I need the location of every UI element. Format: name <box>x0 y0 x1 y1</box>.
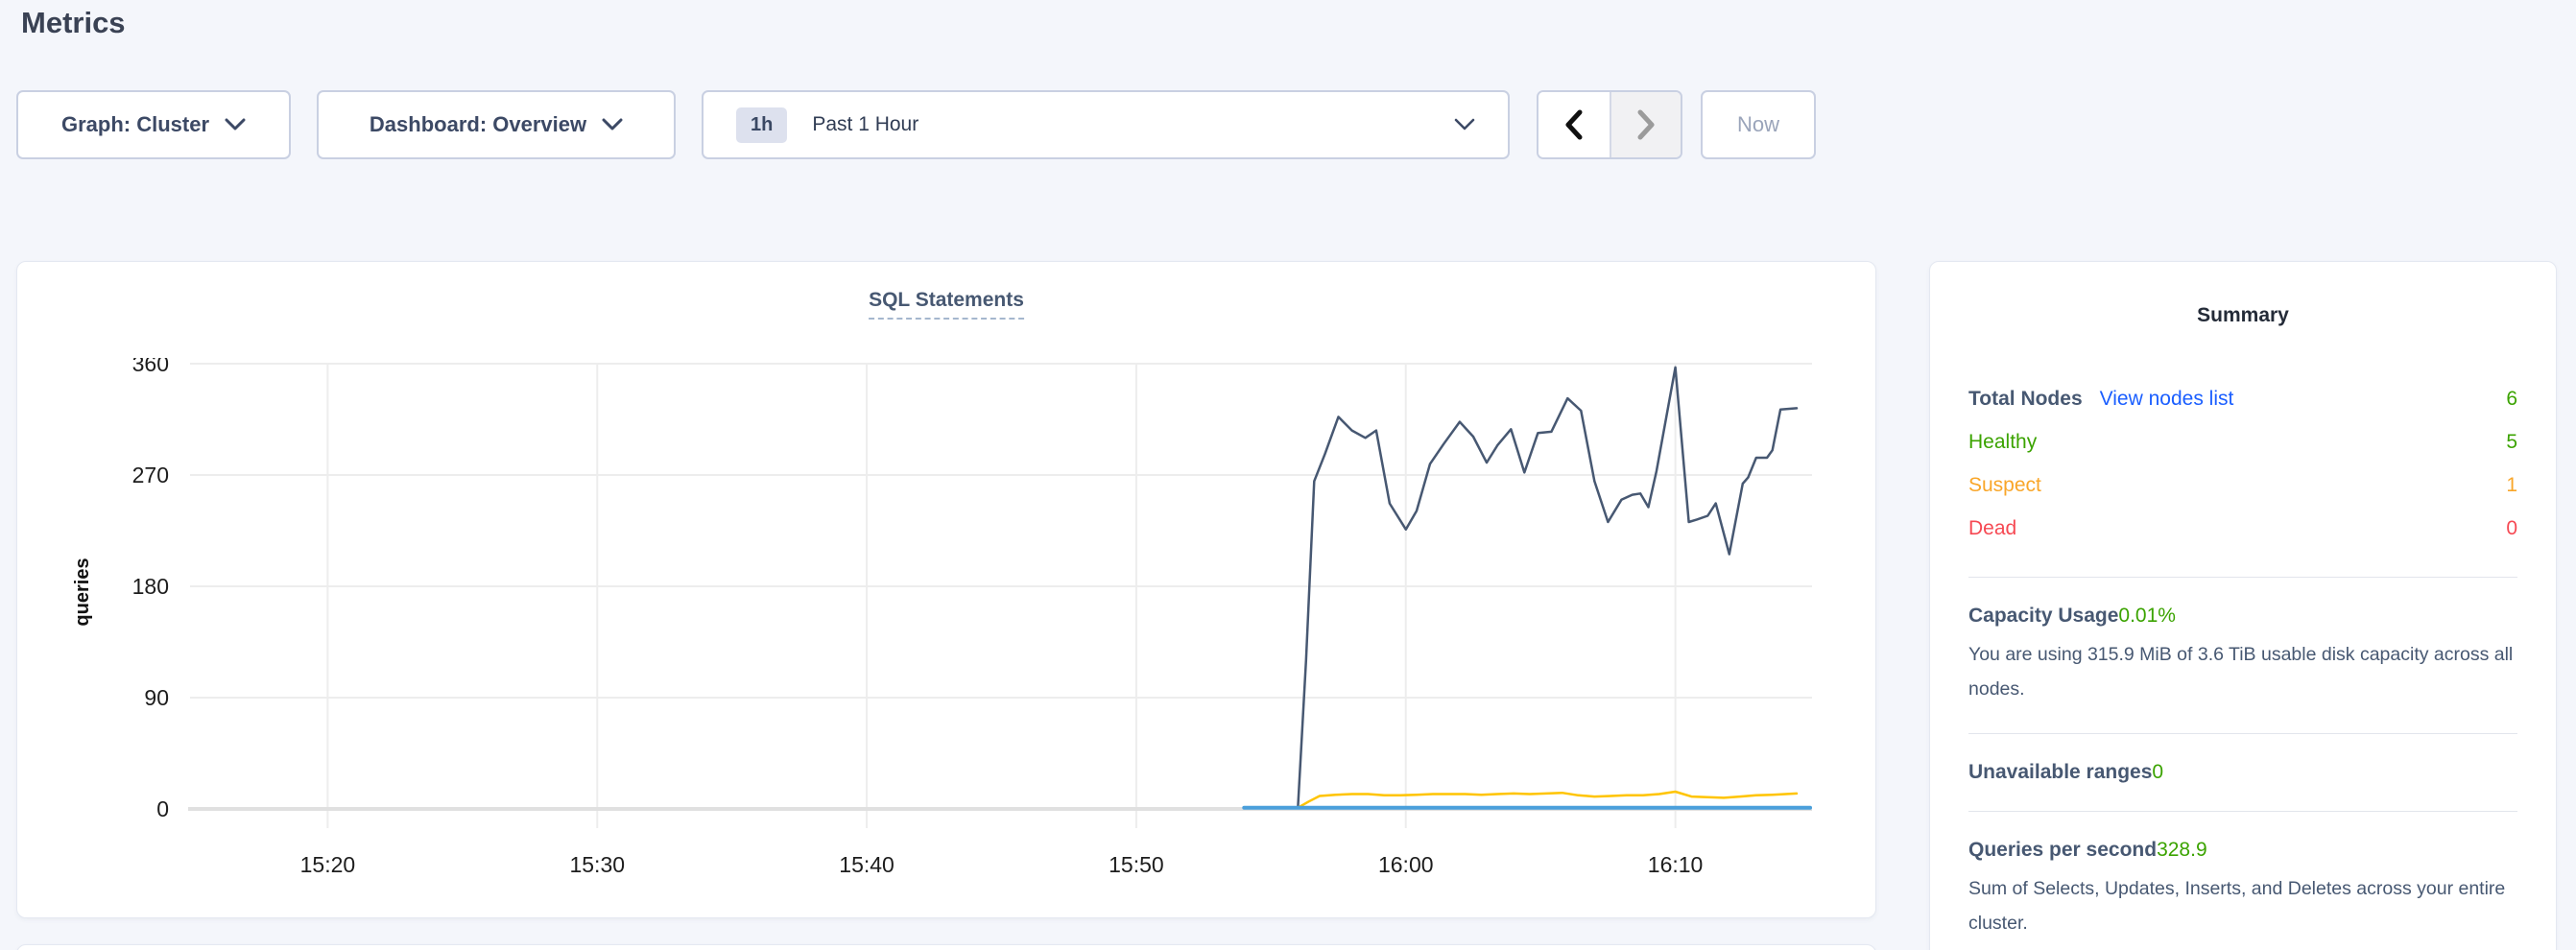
total-nodes-row: Total Nodes View nodes list 6 <box>1968 377 2517 420</box>
page-title: Metrics <box>21 6 126 39</box>
chevron-right-icon <box>1637 109 1655 140</box>
graph-dropdown[interactable]: Graph: Cluster <box>16 90 291 159</box>
suspect-value: 1 <box>2506 473 2517 496</box>
healthy-nodes-row: Healthy 5 <box>1968 420 2517 463</box>
queries-per-second-description: Sum of Selects, Updates, Inserts, and De… <box>1968 878 2506 935</box>
y-tick-label: 360 <box>132 358 169 376</box>
x-tick-label: 15:40 <box>839 852 894 877</box>
node-status-rows: Total Nodes View nodes list 6 Healthy 5 … <box>1968 377 2517 550</box>
queries-per-second-value: 328.9 <box>2157 839 2207 862</box>
time-next-button[interactable] <box>1610 92 1681 157</box>
x-tick-label: 15:30 <box>569 852 625 877</box>
unavailable-ranges-row: Unavailable ranges 0 <box>1968 761 2517 784</box>
x-tick-label: 16:10 <box>1648 852 1704 877</box>
healthy-label: Healthy <box>1968 430 2038 453</box>
healthy-value: 5 <box>2506 430 2517 453</box>
queries-per-second-row: Queries per second 328.9 <box>1968 839 2517 862</box>
divider <box>1968 733 2517 735</box>
capacity-usage-row: Capacity Usage 0.01% <box>1968 605 2517 628</box>
unavailable-ranges-value: 0 <box>2152 761 2164 784</box>
time-range-badge: 1h <box>736 107 788 143</box>
x-tick-label: 15:20 <box>300 852 356 877</box>
summary-title: Summary <box>2197 304 2289 326</box>
time-prev-button[interactable] <box>1538 92 1610 157</box>
dashboard-dropdown[interactable]: Dashboard: Overview <box>317 90 676 159</box>
chart-card: SQL Statements 15:20 15:30 15:40 15:50 16:00… <box>16 261 1876 918</box>
time-range-dropdown[interactable]: 1h Past 1 Hour <box>702 90 1510 159</box>
time-range-value: Past 1 Hour <box>812 113 919 135</box>
unavailable-ranges-label: Unavailable ranges <box>1968 761 2153 784</box>
chart-title[interactable]: SQL Statements <box>869 289 1024 320</box>
now-button[interactable]: Now <box>1701 90 1816 159</box>
total-nodes-value: 6 <box>2506 387 2517 410</box>
yellow-series <box>1297 790 1799 809</box>
chevron-down-icon <box>602 118 623 131</box>
capacity-usage-value: 0.01% <box>2118 605 2176 627</box>
total-nodes-label: Total Nodes <box>1968 387 2083 410</box>
chevron-left-icon <box>1565 109 1583 140</box>
y-tick-label: 180 <box>132 574 169 599</box>
capacity-usage-label: Capacity Usage <box>1968 605 2119 627</box>
graph-dropdown-label: Graph: Cluster <box>60 112 210 136</box>
next-chart-card <box>16 944 1876 950</box>
y-tick-label: 90 <box>144 685 169 710</box>
time-window-nav <box>1537 90 1682 159</box>
x-tick-label: 16:00 <box>1378 852 1434 877</box>
dead-value: 0 <box>2506 516 2517 539</box>
divider <box>1968 577 2517 578</box>
capacity-usage-description: You are using 315.9 MiB of 3.6 TiB usabl… <box>1968 644 2514 701</box>
sql-statements-plot[interactable]: 15:20 15:30 15:40 15:50 16:00 16:10 0 90 180 270 3… <box>73 358 1816 893</box>
y-tick-label: 0 <box>156 796 169 821</box>
chevron-down-icon <box>225 118 246 131</box>
suspect-label: Suspect <box>1968 473 2041 496</box>
x-tick-label: 15:50 <box>1109 852 1164 877</box>
y-tick-label: 270 <box>132 463 169 487</box>
chevron-down-icon <box>1454 118 1475 131</box>
dashboard-dropdown-label: Dashboard: Overview <box>369 112 587 136</box>
view-nodes-list-link[interactable]: View nodes list <box>2099 387 2234 410</box>
dead-label: Dead <box>1968 516 2017 539</box>
dead-nodes-row: Dead 0 <box>1968 507 2517 550</box>
suspect-nodes-row: Suspect 1 <box>1968 463 2517 507</box>
y-axis-label: queries <box>73 558 93 626</box>
queries-per-second-label: Queries per second <box>1968 839 2158 862</box>
summary-panel: Summary Total Nodes View nodes list 6 He… <box>1929 261 2557 950</box>
divider <box>1968 811 2517 813</box>
dark-blue-series <box>1297 366 1799 808</box>
